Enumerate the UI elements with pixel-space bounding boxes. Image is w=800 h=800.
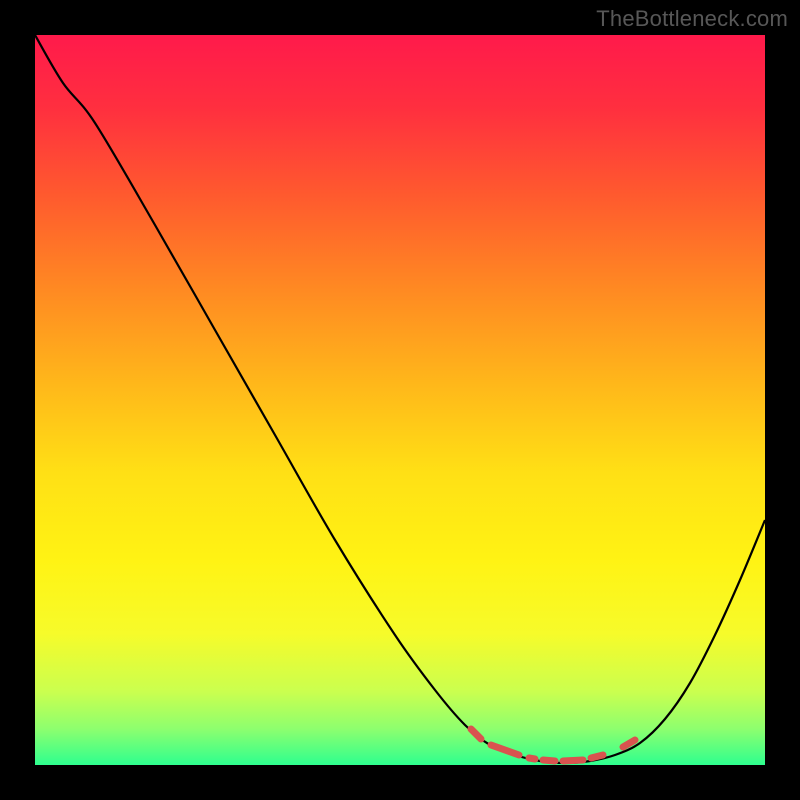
bottleneck-curve-chart [35, 35, 765, 765]
marker-segment [563, 760, 583, 761]
watermark-text: TheBottleneck.com [596, 6, 788, 32]
chart-frame: TheBottleneck.com [0, 0, 800, 800]
marker-segment [529, 758, 535, 759]
marker-segment [591, 755, 603, 758]
marker-segment [543, 760, 555, 761]
gradient-background [35, 35, 765, 765]
plot-area [35, 35, 765, 765]
